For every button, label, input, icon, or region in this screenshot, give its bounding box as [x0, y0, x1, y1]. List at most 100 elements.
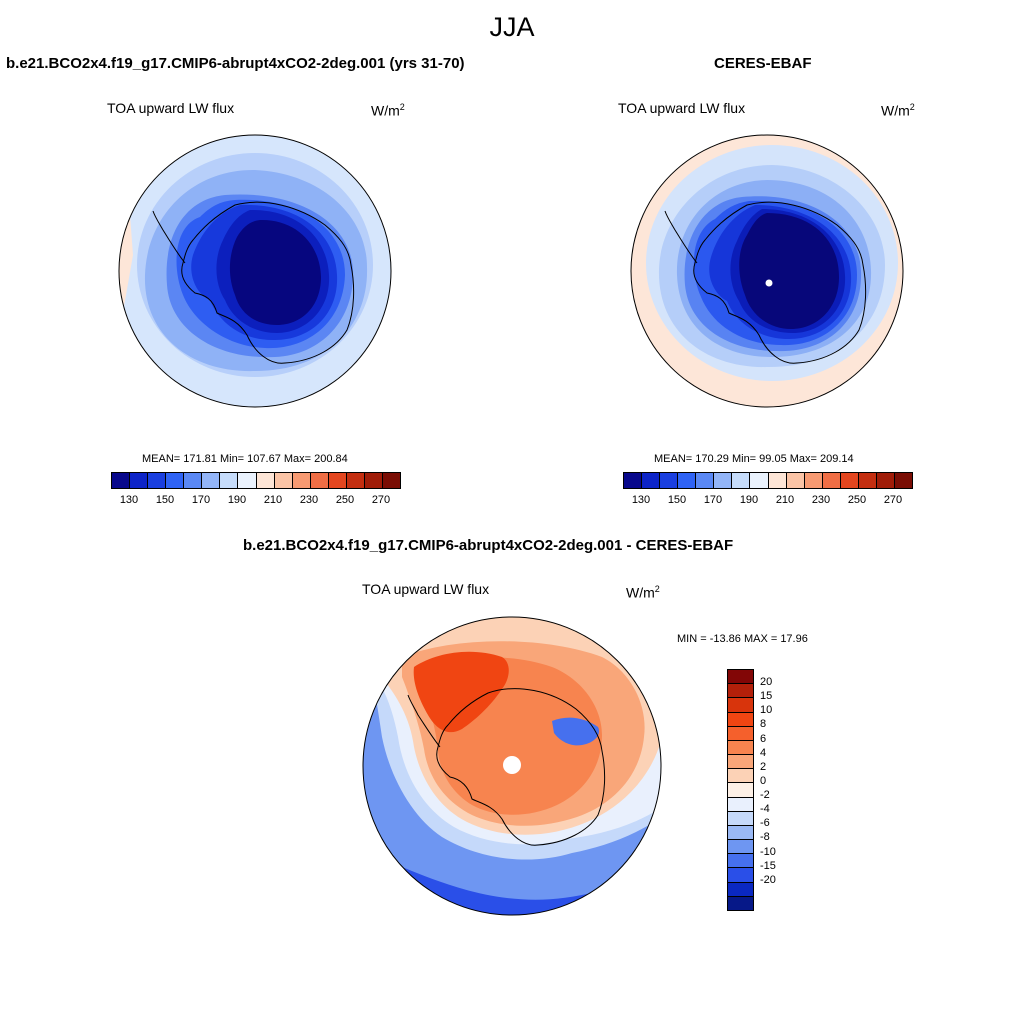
panel-1-title: b.e21.BCO2x4.f19_g17.CMIP6-abrupt4xCO2-2…	[6, 55, 465, 72]
colorbar-swatch	[750, 473, 769, 488]
colorbar-tick-label: 4	[760, 746, 767, 759]
colorbar-tick-label: 130	[119, 494, 139, 506]
colorbar-swatch	[732, 473, 751, 488]
colorbar-swatch	[728, 868, 753, 883]
colorbar-swatch	[678, 473, 697, 488]
panel-3-units: W/m2	[626, 584, 660, 601]
colorbar-tick-label: 6	[760, 732, 767, 745]
colorbar-tick-label: 150	[155, 494, 175, 506]
colorbar-swatch	[256, 473, 275, 488]
panel-3-variable: TOA upward LW flux	[362, 581, 490, 597]
colorbar-tick-label: 130	[631, 494, 651, 506]
panel-2-colorbar	[623, 472, 913, 489]
colorbar-tick-label: 170	[703, 494, 723, 506]
colorbar-swatch	[728, 670, 753, 685]
colorbar-swatch	[728, 811, 753, 826]
colorbar-swatch	[274, 473, 293, 488]
panel-1-units: W/m2	[371, 102, 405, 119]
colorbar-tick-label: 270	[371, 494, 391, 506]
colorbar-tick-label: 8	[760, 718, 767, 731]
colorbar-swatch	[728, 896, 753, 910]
colorbar-swatch	[858, 473, 877, 488]
panel-2-stats: MEAN= 170.29 Min= 99.05 Max= 209.14	[654, 453, 854, 465]
colorbar-swatch	[184, 473, 203, 488]
colorbar-tick-label: -2	[760, 789, 770, 802]
colorbar-tick-label: -4	[760, 803, 770, 816]
colorbar-tick-label: 170	[191, 494, 211, 506]
colorbar-swatch	[728, 783, 753, 798]
colorbar-swatch	[822, 473, 841, 488]
panel-2-units: W/m2	[881, 102, 915, 119]
colorbar-swatch	[728, 740, 753, 756]
panel-2-variable: TOA upward LW flux	[618, 100, 746, 116]
colorbar-swatch	[642, 473, 661, 488]
colorbar-swatch	[876, 473, 895, 488]
figure-title: JJA	[489, 12, 535, 42]
colorbar-swatch	[728, 684, 753, 699]
colorbar-swatch	[382, 473, 400, 488]
colorbar-swatch	[238, 473, 257, 488]
colorbar-swatch	[840, 473, 859, 488]
colorbar-tick-label: -15	[760, 859, 776, 872]
colorbar-swatch	[728, 726, 753, 741]
colorbar-swatch	[310, 473, 329, 488]
colorbar-tick-label: 210	[775, 494, 795, 506]
colorbar-swatch	[728, 769, 753, 784]
colorbar-swatch	[112, 473, 131, 488]
map3-polar-hole	[503, 756, 521, 774]
colorbar-swatch	[728, 840, 753, 855]
colorbar-tick-label: 0	[760, 774, 767, 787]
map2-coastline	[693, 201, 867, 364]
colorbar-tick-label: -6	[760, 817, 770, 830]
colorbar-swatch	[328, 473, 347, 488]
colorbar-tick-label: 190	[227, 494, 247, 506]
colorbar-tick-label: 230	[299, 494, 319, 506]
colorbar-swatch	[728, 797, 753, 812]
colorbar-swatch	[786, 473, 805, 488]
map1-peninsula	[152, 210, 186, 264]
colorbar-tick-label: 250	[335, 494, 355, 506]
map2-polar-hole	[765, 279, 773, 287]
colorbar-swatch	[202, 473, 221, 488]
map2-band-125	[739, 213, 839, 329]
colorbar-swatch	[728, 755, 753, 770]
map3-coastline	[436, 688, 606, 846]
colorbar-tick-label: 190	[739, 494, 759, 506]
panel-1-variable: TOA upward LW flux	[107, 100, 235, 116]
colorbar-tick-label: 210	[263, 494, 283, 506]
panel-1-colorbar	[111, 472, 401, 489]
colorbar-swatch	[894, 473, 912, 488]
colorbar-tick-label: 230	[811, 494, 831, 506]
map2-peninsula	[664, 210, 698, 264]
colorbar-swatch	[660, 473, 679, 488]
colorbar-swatch	[768, 473, 787, 488]
colorbar-swatch	[220, 473, 239, 488]
colorbar-tick-label: 270	[883, 494, 903, 506]
colorbar-swatch	[804, 473, 823, 488]
colorbar-swatch	[728, 698, 753, 713]
map3-peninsula	[407, 694, 441, 748]
colorbar-tick-label: 250	[847, 494, 867, 506]
colorbar-tick-label: -8	[760, 831, 770, 844]
colorbar-swatch	[148, 473, 167, 488]
panel-3-map	[362, 616, 662, 916]
colorbar-swatch	[728, 854, 753, 869]
colorbar-swatch	[728, 825, 753, 841]
map1-band-125	[229, 219, 321, 325]
panel-1-stats: MEAN= 171.81 Min= 107.67 Max= 200.84	[142, 453, 348, 465]
panel-3-colorbar	[727, 669, 754, 911]
panel-3-stats: MIN = -13.86 MAX = 17.96	[677, 633, 808, 645]
colorbar-swatch	[346, 473, 365, 488]
colorbar-swatch	[292, 473, 311, 488]
colorbar-swatch	[624, 473, 643, 488]
colorbar-tick-label: 150	[667, 494, 687, 506]
panel-2-map	[630, 134, 904, 408]
map3-ice-front-negative	[552, 717, 600, 746]
colorbar-swatch	[130, 473, 149, 488]
colorbar-swatch	[696, 473, 715, 488]
colorbar-swatch	[728, 712, 753, 727]
panel-3-title: b.e21.BCO2x4.f19_g17.CMIP6-abrupt4xCO2-2…	[243, 537, 734, 554]
colorbar-swatch	[166, 473, 185, 488]
colorbar-swatch	[714, 473, 733, 488]
colorbar-swatch	[728, 882, 753, 897]
